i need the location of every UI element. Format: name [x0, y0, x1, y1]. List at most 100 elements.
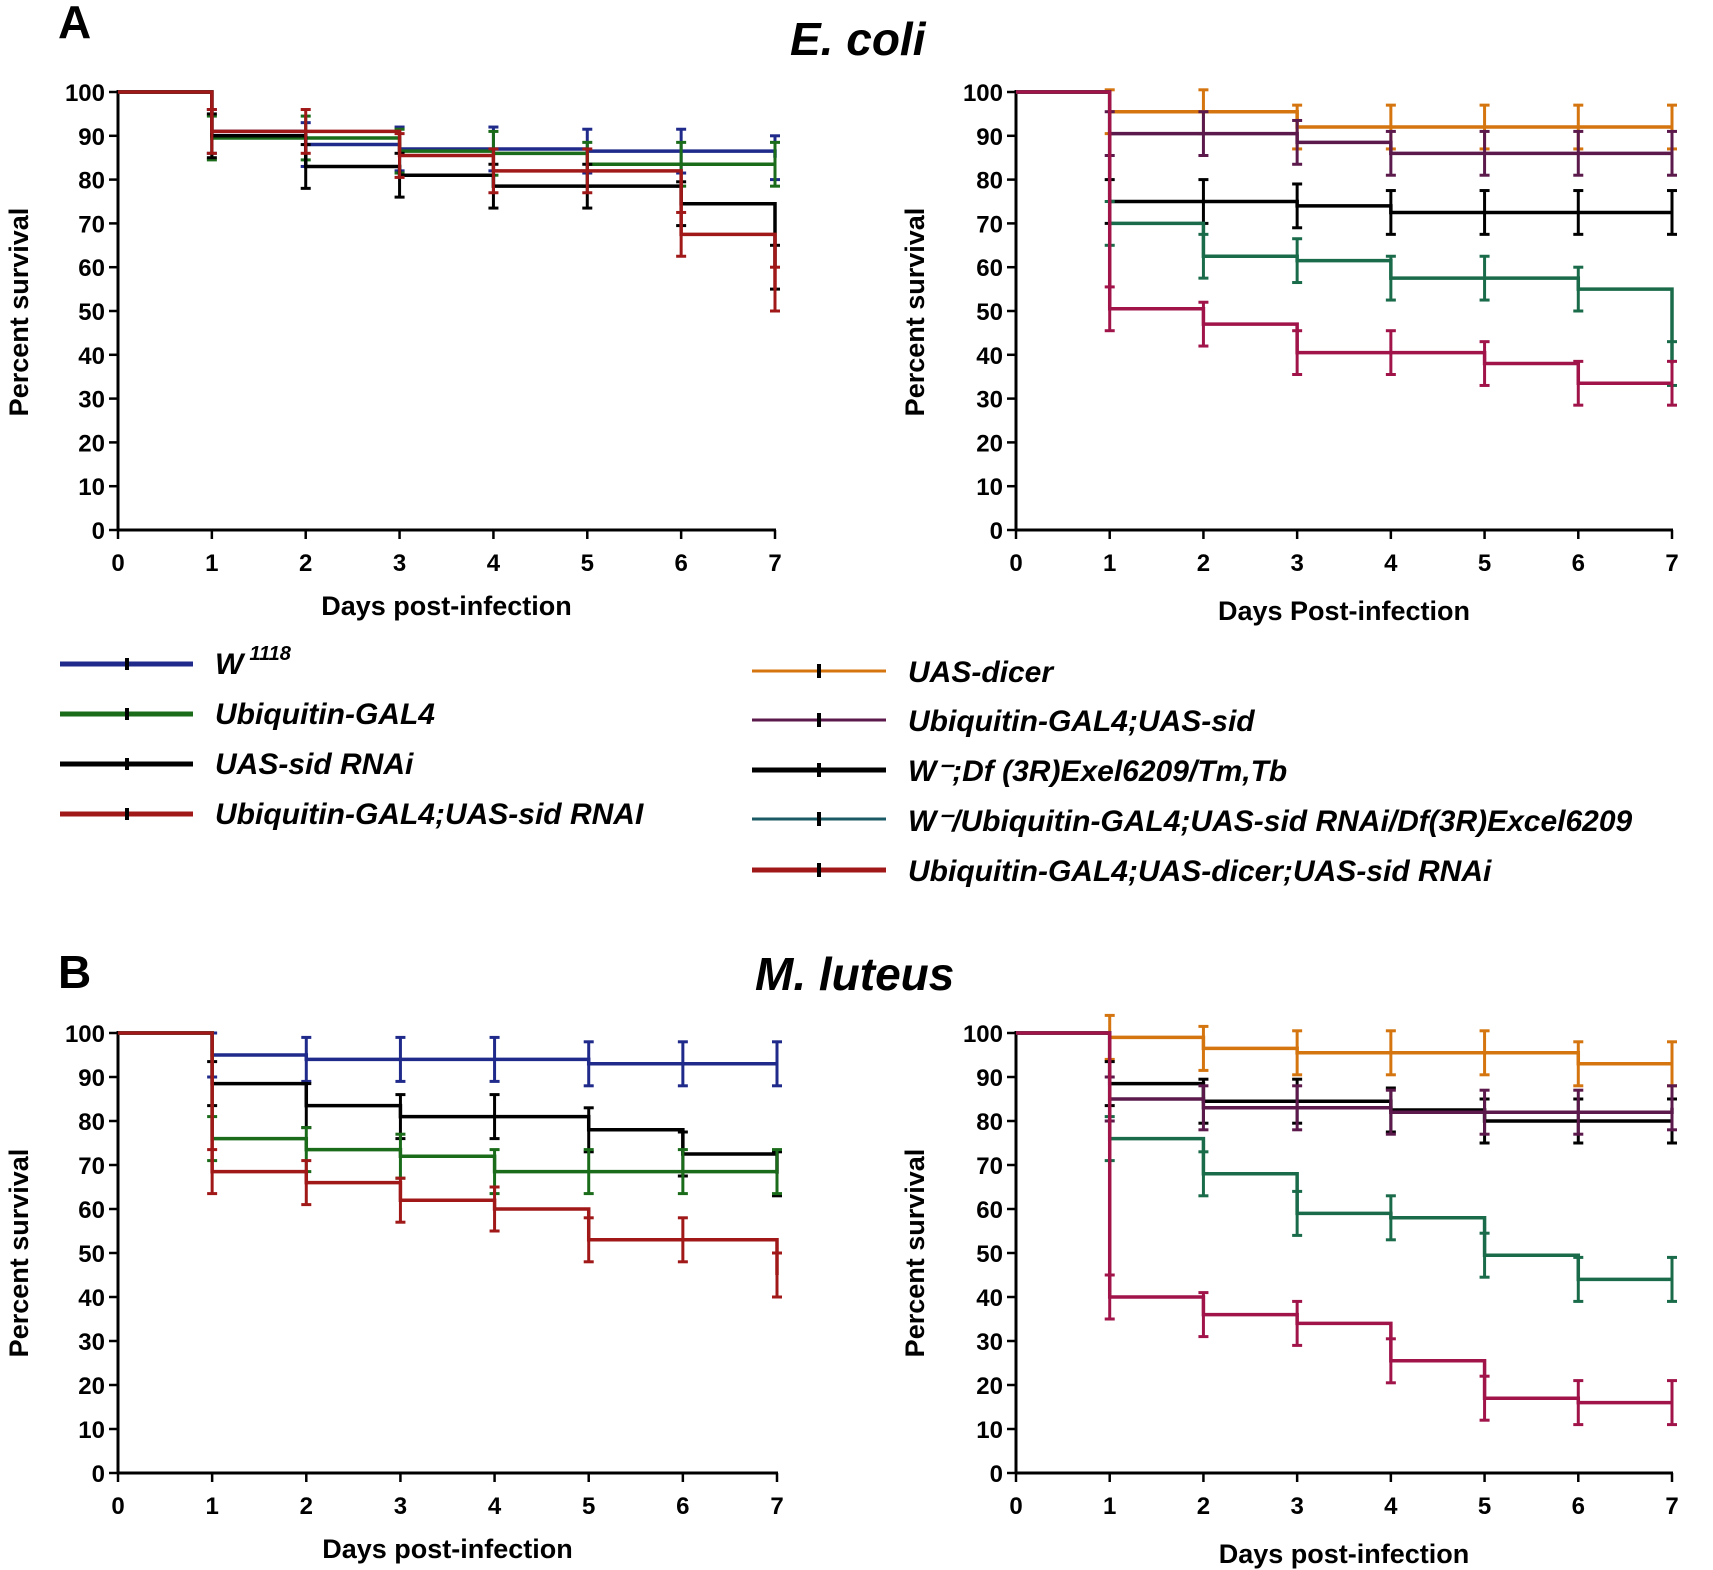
y-tick-label: 0: [990, 1461, 1003, 1488]
series: [1016, 1013, 1677, 1088]
legend-item: Ubiquitin-GAL4;UAS-sid RNAI: [60, 798, 644, 831]
y-tick-label: 30: [976, 1329, 1003, 1356]
y-axis-label: Percent survival: [900, 1149, 930, 1358]
legend-item: UAS-sid RNAi: [60, 748, 414, 781]
legend-label: W⁻/Ubiquitin-GAL4;UAS-sid RNAi/Df(3R)Exc…: [908, 805, 1633, 838]
series-line: [118, 90, 777, 290]
y-tick-label: 10: [976, 474, 1003, 501]
x-tick-label: 3: [394, 1493, 407, 1520]
y-tick-label: 30: [976, 387, 1003, 414]
series-line: [1016, 90, 1672, 156]
y-tick-label: 50: [78, 299, 105, 326]
series-line: [1016, 90, 1672, 386]
x-tick-label: 2: [299, 550, 312, 577]
y-tick-label: 20: [976, 430, 1003, 457]
x-axis-label: Days post-infection: [322, 1534, 573, 1564]
y-tick-label: 20: [976, 1373, 1003, 1400]
y-tick-label: 30: [78, 387, 105, 414]
x-tick-label: 6: [676, 1493, 689, 1520]
y-tick-label: 60: [78, 255, 105, 282]
x-tick-label: 1: [1103, 1493, 1116, 1520]
y-tick-label: 80: [78, 1109, 105, 1136]
y-tick-label: 70: [976, 211, 1003, 238]
y-tick-label: 100: [65, 1021, 105, 1048]
x-tick-label: 2: [1197, 1493, 1210, 1520]
legend-label: Ubiquitin-GAL4;UAS-sid: [908, 705, 1255, 738]
chart-b-left: 0 10 20 30 40 50 60 70 80 90 100 0 1 2 3 4 5 6 7 Days post-…: [4, 1021, 784, 1564]
x-tick-label: 0: [111, 1493, 124, 1520]
x-tick-label: 2: [1197, 550, 1210, 577]
y-tick-label: 40: [976, 343, 1003, 370]
x-tick-label: 7: [1665, 1493, 1678, 1520]
x-tick-label: 5: [1478, 1493, 1491, 1520]
x-tick-label: 4: [1384, 1493, 1398, 1520]
chart-a-left: 0 10 20 30 40 50 60 70 80 90 100 0 1 2 3 4 5 6 7 Days post-…: [4, 80, 782, 621]
series-line: [118, 90, 777, 158]
y-tick-label: 70: [78, 1153, 105, 1180]
series: [1016, 1031, 1677, 1427]
y-tick-label: 0: [92, 518, 105, 545]
legend-label: UAS-sid RNAi: [215, 748, 414, 781]
legend-item: UAS-dicer: [752, 656, 1055, 689]
y-tick-label: 30: [78, 1329, 105, 1356]
legend-label: W⁻;Df (3R)Exel6209/Tm,Tb: [908, 755, 1287, 788]
series: [118, 90, 780, 313]
y-tick-label: 20: [78, 1373, 105, 1400]
x-axis-label: Days Post-infection: [1218, 596, 1470, 626]
y-tick-label: 90: [78, 1065, 105, 1092]
x-tick-label: 3: [1290, 550, 1303, 577]
legend-right: UAS-dicer Ubiquitin-GAL4;UAS-sid W⁻;Df (…: [752, 656, 1633, 888]
x-tick-label: 4: [487, 550, 501, 577]
chart-a-right: 0 10 20 30 40 50 60 70 80 90 100 0 1 2 3 4 5 6 7 Days Post-…: [900, 80, 1679, 626]
y-tick-label: 60: [976, 255, 1003, 282]
x-tick-label: 4: [1384, 550, 1398, 577]
y-tick-label: 90: [976, 124, 1003, 151]
y-tick-label: 100: [963, 1021, 1003, 1048]
y-tick-label: 70: [78, 211, 105, 238]
legend-item: W⁻/Ubiquitin-GAL4;UAS-sid RNAi/Df(3R)Exc…: [752, 805, 1633, 838]
panel-a-title: E. coli: [790, 13, 927, 65]
x-tick-label: 6: [674, 550, 687, 577]
legend-left: W 1118 Ubiquitin-GAL4 UAS-sid RNAi Ubiqui…: [60, 643, 644, 831]
x-tick-label: 0: [1009, 550, 1022, 577]
x-tick-label: 5: [582, 1493, 595, 1520]
series: [118, 1031, 782, 1299]
series: [1016, 1031, 1677, 1303]
y-tick-label: 40: [78, 343, 105, 370]
y-tick-label: 50: [78, 1241, 105, 1268]
y-axis-label: Percent survival: [900, 208, 930, 417]
x-tick-label: 0: [1009, 1493, 1022, 1520]
y-tick-label: 0: [990, 518, 1003, 545]
x-tick-label: 2: [300, 1493, 313, 1520]
legend-label: W 1118: [215, 643, 292, 681]
y-tick-label: 90: [78, 124, 105, 151]
y-tick-label: 60: [78, 1197, 105, 1224]
legend-item: Ubiquitin-GAL4;UAS-dicer;UAS-sid RNAi: [752, 855, 1492, 888]
x-tick-label: 5: [1478, 550, 1491, 577]
y-axis-label: Percent survival: [4, 1149, 34, 1358]
y-tick-label: 20: [78, 430, 105, 457]
y-tick-label: 90: [976, 1065, 1003, 1092]
y-tick-label: 100: [65, 80, 105, 107]
panel-b-letter: B: [58, 946, 91, 998]
x-tick-label: 0: [111, 550, 124, 577]
y-tick-label: 40: [78, 1285, 105, 1312]
legend-item: W 1118: [60, 643, 292, 681]
y-tick-label: 40: [976, 1285, 1003, 1312]
x-tick-label: 6: [1572, 550, 1585, 577]
y-tick-label: 80: [78, 168, 105, 195]
series-line: [118, 1031, 777, 1066]
x-tick-label: 5: [581, 550, 594, 577]
legend-label: Ubiquitin-GAL4: [215, 698, 435, 731]
legend-label: UAS-dicer: [908, 656, 1055, 689]
series-line: [118, 90, 777, 268]
y-tick-label: 10: [78, 474, 105, 501]
x-tick-label: 7: [768, 550, 781, 577]
y-tick-label: 80: [976, 168, 1003, 195]
chart-b-right: 0 10 20 30 40 50 60 70 80 90 100 0 1 2 3 4 5 6 7 Days post-…: [900, 1013, 1679, 1569]
legend-label: Ubiquitin-GAL4;UAS-sid RNAI: [215, 798, 644, 831]
panel-a-letter: A: [58, 0, 91, 48]
x-axis-label: Days post-infection: [321, 591, 572, 621]
y-tick-label: 0: [92, 1461, 105, 1488]
